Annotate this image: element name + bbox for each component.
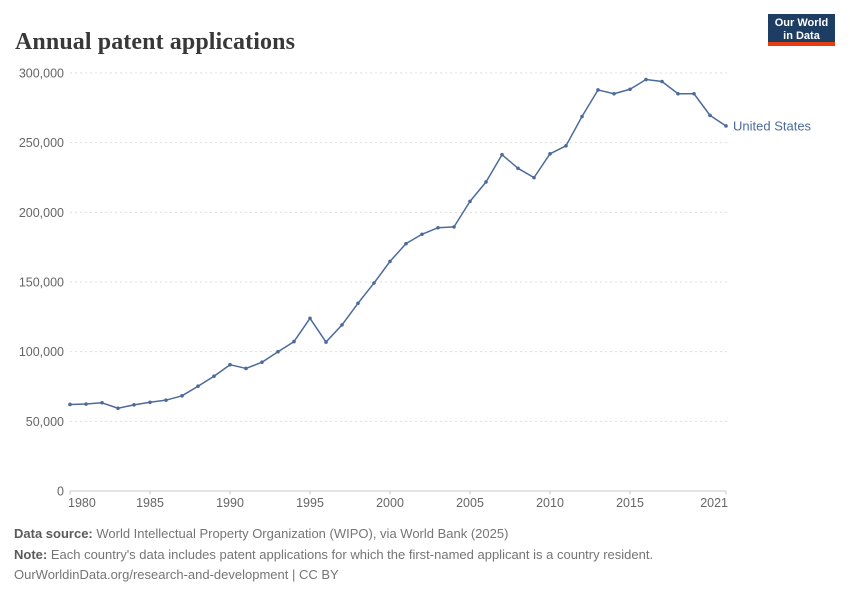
data-point[interactable] [356,301,360,306]
y-tick-label: 300,000 [19,67,64,81]
data-point[interactable] [308,316,312,321]
data-point[interactable] [660,79,664,84]
data-point[interactable] [580,114,584,119]
data-point[interactable] [596,88,600,92]
data-point[interactable] [564,144,568,148]
license-line[interactable]: OurWorldinData.org/research-and-developm… [14,567,339,582]
data-source-line: Data source: World Intellectual Property… [14,524,814,545]
data-point[interactable] [644,77,648,82]
x-tick-label: 2005 [456,496,484,510]
owid-logo-line1: Our World [774,17,829,29]
data-point[interactable] [372,281,376,285]
data-point[interactable] [676,91,680,96]
chart-footer: Data source: World Intellectual Property… [14,524,814,586]
x-tick-label: 2015 [616,496,644,510]
data-point[interactable] [548,152,552,156]
data-point[interactable] [628,87,632,92]
data-point[interactable] [612,91,616,96]
y-tick-label: 0 [57,485,64,499]
y-tick-label: 150,000 [19,276,64,290]
data-point[interactable] [436,225,440,230]
note-text: Each country's data includes patent appl… [47,546,654,562]
data-point[interactable] [148,400,152,405]
y-tick-label: 100,000 [19,345,64,359]
data-point[interactable] [276,349,280,354]
data-point[interactable] [84,402,88,406]
x-tick-label: 2010 [536,496,564,510]
page-title: Annual patent applications [15,29,296,56]
data-point[interactable] [324,340,328,344]
owid-logo[interactable]: Our World in Data [768,14,835,46]
data-point[interactable] [68,402,72,407]
data-point[interactable] [100,400,104,405]
data-point[interactable] [468,199,472,204]
line-chart[interactable]: 0 50,000 100,000 150,000 200,000 250,000 300,0… [0,0,850,520]
data-point[interactable] [532,175,536,180]
data-point[interactable] [196,384,200,389]
data-point[interactable] [484,180,488,184]
note-label: Note: [14,546,48,562]
y-tick-label: 250,000 [19,136,64,150]
owid-logo-line2: in Data [783,29,820,42]
data-point[interactable] [708,113,712,118]
data-point[interactable] [244,366,248,371]
data-point[interactable] [228,362,232,367]
data-point[interactable] [404,241,408,246]
data-point[interactable] [180,394,184,398]
x-tick-label: 2021 [700,496,728,510]
data-point[interactable] [292,339,296,344]
x-tick-label: 2000 [376,496,404,510]
data-point[interactable] [116,406,120,411]
data-point[interactable] [420,232,424,237]
series-end-label[interactable]: United States [733,118,812,133]
x-tick-label: 1985 [136,496,164,510]
data-source-text: World Intellectual Property Organization… [92,526,509,541]
data-point[interactable] [500,152,504,157]
note-line: Note: Each country's data includes paten… [14,545,814,566]
data-point[interactable] [132,403,136,407]
data-point[interactable] [388,259,392,264]
data-point[interactable] [164,398,168,402]
data-point[interactable] [724,124,728,128]
data-point[interactable] [692,91,696,96]
data-point[interactable] [516,166,520,171]
x-tick-label: 1995 [296,496,324,510]
series-line[interactable] [69,78,727,409]
data-source-label: Data source: [14,526,93,541]
data-point[interactable] [452,225,456,229]
y-tick-label: 200,000 [19,206,64,220]
data-point[interactable] [340,323,344,327]
data-point[interactable] [212,374,216,379]
y-tick-label: 50,000 [26,415,64,429]
x-tick-label: 1980 [68,496,96,510]
x-tick-label: 1990 [216,496,244,510]
data-point[interactable] [260,360,264,365]
